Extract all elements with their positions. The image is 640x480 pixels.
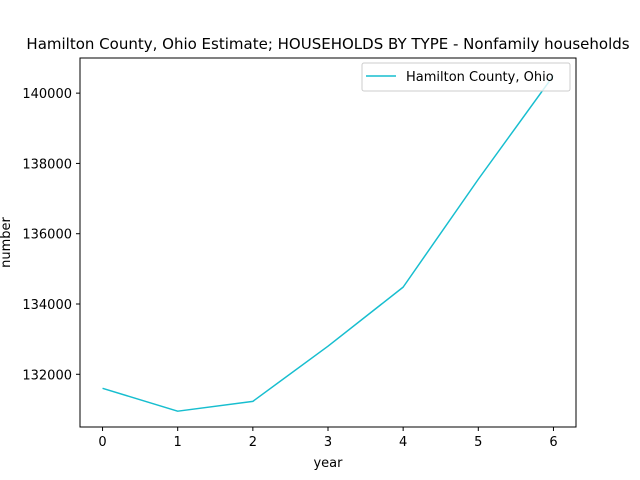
chart-title: Hamilton County, Ohio Estimate; HOUSEHOL… [26,35,629,53]
series-layer [102,75,555,412]
x-axis-label: year [313,456,343,471]
legend: Hamilton County, Ohio [361,62,571,92]
y-tick-label: 138000 [22,157,72,172]
x-tick-label: 6 [549,435,557,450]
x-tick-label: 1 [174,435,182,450]
y-tick-label: 136000 [22,228,72,243]
x-tick-label: 5 [474,435,482,450]
legend-box [361,62,571,92]
y-axis-label: number [0,216,14,267]
y-tick-label: 132000 [22,368,72,383]
legend-label: Hamilton County, Ohio [406,70,554,85]
series-line-0 [102,75,555,412]
y-tick-label: 134000 [22,298,72,313]
x-axis: 0 1 2 3 4 5 6 [98,427,558,450]
x-tick-label: 0 [98,435,106,450]
y-axis: 132000 134000 136000 138000 140000 [22,87,80,383]
y-tick-label: 140000 [22,87,72,102]
x-tick-label: 2 [249,435,257,450]
x-tick-label: 3 [324,435,332,450]
x-tick-label: 4 [399,435,407,450]
